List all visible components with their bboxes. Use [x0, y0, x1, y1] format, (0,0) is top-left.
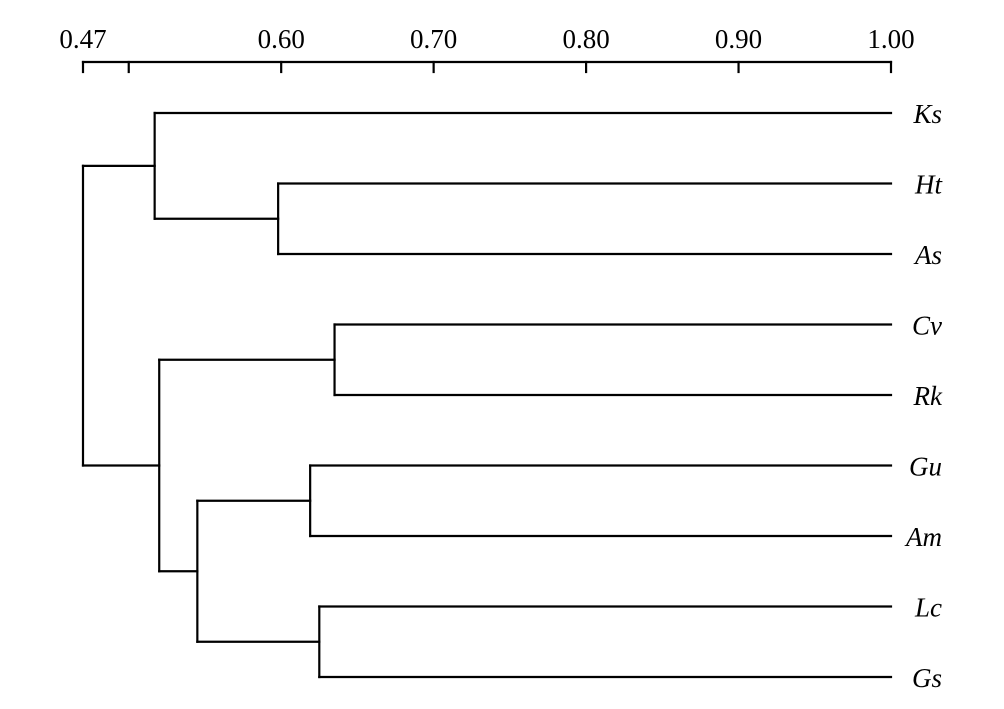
leaf-labels: Ks Ht As Cv Rk Gu Am Lc Gs	[904, 99, 943, 693]
leaf-label-lc: Lc	[914, 593, 942, 623]
leaf-label-am: Am	[904, 522, 942, 552]
similarity-axis: 0.47 0.60 0.70 0.80 0.90 1.00	[59, 24, 915, 74]
leaf-label-as: As	[913, 240, 942, 270]
leaf-label-cv: Cv	[912, 311, 942, 341]
tick-label: 0.60	[258, 24, 305, 54]
leaf-label-ht: Ht	[914, 170, 943, 200]
tick-label: 0.80	[562, 24, 609, 54]
dendrogram-tree	[81, 111, 893, 679]
leaf-label-gu: Gu	[909, 452, 942, 482]
tick-label: 0.90	[715, 24, 762, 54]
tick-label: 0.70	[410, 24, 457, 54]
tick-label: 1.00	[867, 24, 914, 54]
leaf-label-rk: Rk	[913, 381, 943, 411]
leaf-label-gs: Gs	[912, 663, 942, 693]
leaf-label-ks: Ks	[912, 99, 942, 129]
tick-label: 0.47	[59, 24, 106, 54]
